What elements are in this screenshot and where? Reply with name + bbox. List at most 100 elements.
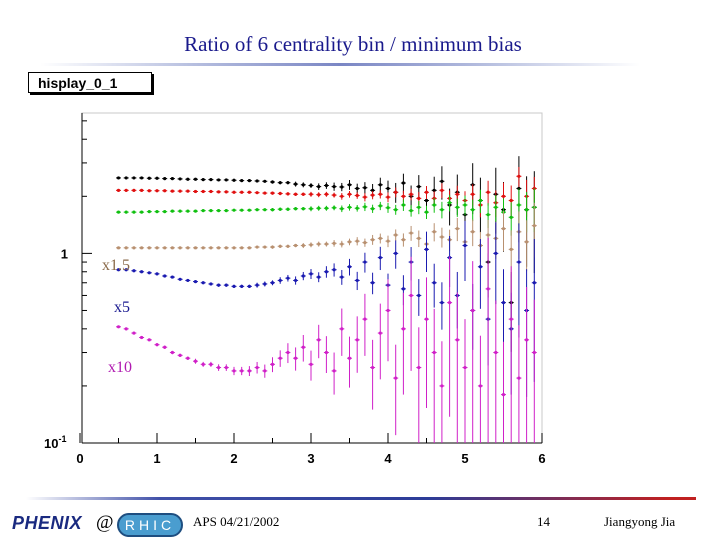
data-point [240, 369, 244, 373]
data-point [178, 189, 182, 193]
data-point [263, 179, 267, 183]
data-point [140, 246, 144, 250]
data-point [163, 176, 167, 181]
data-point [286, 276, 290, 280]
data-point [255, 208, 259, 212]
data-point [432, 203, 436, 207]
data-point [132, 176, 136, 180]
data-point [240, 179, 244, 183]
data-point [401, 181, 405, 185]
data-point [463, 365, 467, 370]
histogram-label: hisplay_0_1 [28, 72, 152, 93]
data-point [240, 208, 244, 212]
data-point [278, 207, 282, 211]
data-point [147, 271, 151, 275]
data-point [178, 246, 182, 250]
data-point [324, 206, 328, 210]
data-point [232, 246, 236, 250]
data-point [471, 208, 475, 212]
data-point [363, 240, 367, 245]
data-point [394, 190, 398, 194]
author-name: Jiangyong Jia [604, 514, 676, 529]
data-point [332, 268, 336, 272]
data-point [347, 192, 352, 196]
data-point [486, 233, 490, 237]
data-point [401, 238, 405, 242]
data-point [501, 194, 506, 198]
data-point [525, 208, 529, 212]
data-point [170, 350, 174, 355]
data-point [255, 365, 259, 370]
data-point [294, 182, 298, 186]
data-point [463, 243, 467, 248]
data-point [209, 189, 213, 194]
data-point [394, 251, 398, 255]
data-point [217, 209, 221, 213]
data-point [340, 194, 344, 198]
data-point [270, 281, 275, 285]
data-point [494, 350, 498, 355]
data-point [324, 270, 328, 274]
data-point [317, 193, 321, 197]
data-point [340, 275, 344, 279]
data-point [201, 246, 205, 250]
data-point [509, 247, 513, 251]
data-point [432, 281, 436, 285]
data-point [124, 176, 128, 180]
data-point [386, 206, 390, 210]
data-point [286, 192, 290, 196]
logo-at-sign: @ [96, 512, 114, 533]
x-tick-label: 2 [230, 451, 237, 466]
data-point [417, 365, 421, 370]
data-point [209, 282, 213, 286]
data-point [401, 327, 405, 331]
data-point [532, 281, 536, 285]
data-point [440, 384, 444, 388]
data-point [140, 176, 144, 180]
data-point [170, 209, 174, 213]
data-point [509, 198, 513, 203]
data-point [332, 206, 336, 210]
data-point [394, 208, 398, 212]
data-point [409, 192, 413, 196]
data-point [232, 190, 236, 194]
data-point [124, 188, 128, 192]
data-point [440, 235, 444, 239]
data-point [116, 325, 121, 329]
data-point [532, 350, 536, 355]
data-point [232, 284, 236, 288]
data-point [286, 207, 290, 211]
data-point [417, 236, 421, 240]
data-point [355, 338, 359, 342]
data-point [224, 190, 228, 194]
data-point [178, 177, 182, 181]
data-point [455, 338, 459, 342]
data-point [371, 365, 375, 370]
data-point [486, 190, 490, 194]
data-point [363, 260, 367, 264]
data-point [355, 193, 359, 198]
data-point [263, 191, 267, 195]
data-point [301, 243, 305, 248]
data-point [478, 384, 482, 388]
data-point [371, 193, 375, 197]
data-point [278, 191, 282, 196]
data-point [363, 186, 367, 190]
data-point [486, 213, 490, 217]
data-point [132, 246, 136, 250]
data-point [155, 246, 159, 250]
data-point [417, 205, 421, 209]
data-point [432, 230, 436, 234]
data-point [263, 208, 267, 212]
data-point [424, 198, 429, 203]
data-point [255, 191, 259, 195]
data-point [471, 308, 475, 313]
data-point [355, 186, 359, 191]
data-point [209, 177, 213, 182]
data-point [394, 376, 398, 380]
data-point [294, 192, 298, 196]
data-point [424, 190, 429, 194]
data-point [440, 301, 444, 305]
data-point [401, 203, 405, 207]
data-point [217, 246, 221, 250]
